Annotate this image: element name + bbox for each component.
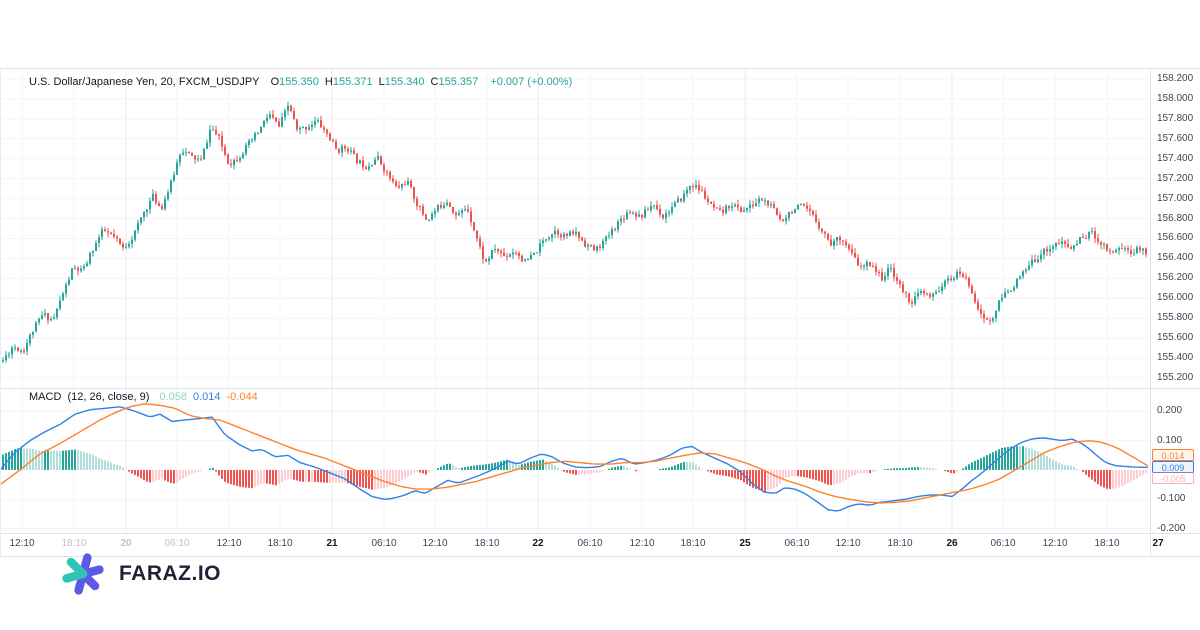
time-axis-label: 06:10 — [577, 538, 603, 549]
ohlc-value: 155.350 — [279, 76, 319, 88]
ohlc-letter: O — [270, 76, 280, 88]
time-axis-label: 06:10 — [164, 538, 190, 549]
candlestick-pane[interactable] — [0, 68, 1150, 388]
price-axis-label: 157.000 — [1157, 193, 1194, 204]
price-axis-label: 155.400 — [1157, 352, 1194, 363]
time-axis-label: 21 — [326, 538, 338, 549]
price-axis-label: 157.400 — [1157, 153, 1194, 164]
time-axis-label: 18:10 — [1094, 538, 1120, 549]
macd-legend-value: -0.044 — [226, 391, 258, 403]
change-value: +0.007 (+0.00%) — [490, 76, 573, 88]
time-axis-label: 18:10 — [267, 538, 293, 549]
ohlc-values: O155.350 H155.371 L155.340 C155.357 — [271, 76, 485, 88]
separators — [0, 68, 1200, 557]
time-axis-label: 18:10 — [887, 538, 913, 549]
candles — [2, 101, 1147, 364]
logo[interactable]: FARAZ.IO — [60, 550, 221, 598]
logo-text: FARAZ.IO — [119, 562, 221, 585]
time-axis-label: 12:10 — [422, 538, 448, 549]
price-axis-label: 156.400 — [1157, 252, 1194, 263]
price-axis-label: 156.800 — [1157, 213, 1194, 224]
time-axis-label: 06:10 — [371, 538, 397, 549]
macd-axis-label: 0.200 — [1157, 405, 1183, 416]
ohlc-letter: C — [430, 76, 439, 88]
macd-pane[interactable] — [0, 389, 1150, 533]
macd-axis-label: 0.100 — [1157, 435, 1183, 446]
price-axis-label: 155.800 — [1157, 312, 1194, 323]
time-axis-label: 26 — [946, 538, 958, 549]
price-axis-label: 156.200 — [1157, 272, 1194, 283]
price-axis-label: 157.600 — [1157, 133, 1194, 144]
macd-legend-value: 0.014 — [192, 391, 221, 403]
time-axis-label: 27 — [1152, 538, 1164, 549]
price-axis-label: 158.000 — [1157, 93, 1194, 104]
time-axis-label: 18:10 — [474, 538, 500, 549]
macd-value-badge: -0.005 — [1152, 472, 1194, 484]
price-axis-label: 158.200 — [1157, 73, 1194, 84]
time-axis-label: 18:10 — [61, 538, 87, 549]
time-axis-label: 12:10 — [216, 538, 242, 549]
time-axis-label: 18:10 — [680, 538, 706, 549]
ohlc-letter: L — [378, 76, 385, 88]
time-axis-label: 12:10 — [835, 538, 861, 549]
macd-values: 0.058 0.014 -0.044 — [159, 391, 263, 403]
logo-asterisk-icon — [62, 553, 104, 595]
time-axis-label: 06:10 — [784, 538, 810, 549]
grid — [0, 69, 1150, 533]
ohlc-value: 155.340 — [384, 76, 425, 88]
time-axis-label: 12:10 — [1042, 538, 1068, 549]
price-axis-label: 155.200 — [1157, 372, 1194, 383]
macd-legend[interactable]: MACD (12, 26, close, 9) 0.058 0.014 -0.044 — [29, 391, 267, 403]
time-axis-label: 06:10 — [990, 538, 1016, 549]
macd-axis-label: -0.200 — [1157, 523, 1186, 534]
macd-legend-value: 0.058 — [159, 391, 187, 403]
price-axis-label: 157.800 — [1157, 113, 1194, 124]
macd-histogram — [2, 446, 1147, 492]
macd-value-badge: 0.014 — [1152, 449, 1194, 461]
macd-params: (12, 26, close, 9) — [67, 391, 150, 403]
price-axis-label: 157.200 — [1157, 173, 1194, 184]
time-axis-label: 22 — [532, 538, 544, 549]
ohlc-value: 155.357 — [438, 76, 479, 88]
price-axis-label: 156.600 — [1157, 232, 1194, 243]
price-axis-label: 155.600 — [1157, 332, 1194, 343]
macd-lines — [0, 403, 1149, 512]
symbol-title: U.S. Dollar/Japanese Yen, 20, FXCM_USDJP… — [29, 76, 260, 88]
symbol-legend[interactable]: U.S. Dollar/Japanese Yen, 20, FXCM_USDJP… — [29, 76, 575, 88]
time-axis-label: 12:10 — [629, 538, 655, 549]
time-axis-label: 25 — [739, 538, 751, 549]
ohlc-letter: H — [324, 76, 333, 88]
ohlc-value: 155.371 — [332, 76, 373, 88]
time-axis-label: 20 — [120, 538, 132, 549]
macd-title: MACD — [29, 391, 62, 403]
macd-axis-label: -0.100 — [1157, 493, 1186, 504]
price-axis-label: 156.000 — [1157, 292, 1194, 303]
time-axis-label: 12:10 — [9, 538, 35, 549]
